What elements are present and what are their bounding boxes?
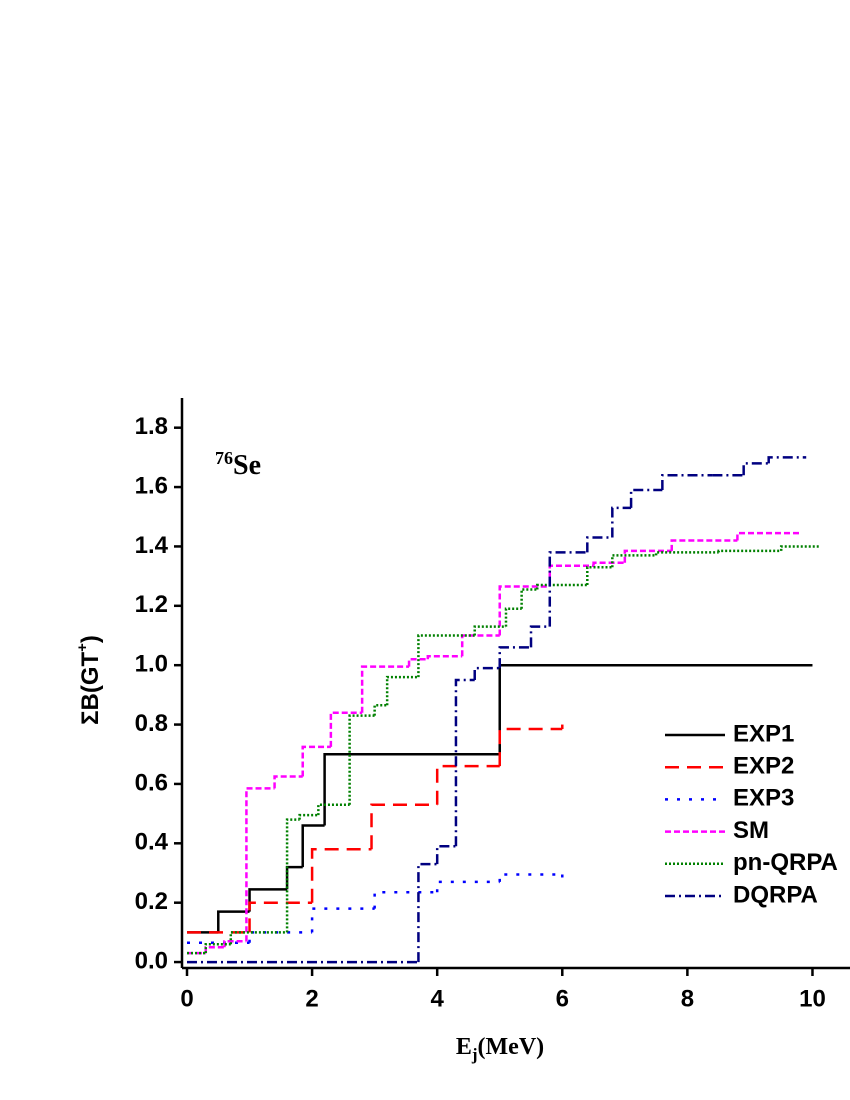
step-segment (611, 506, 632, 538)
x-tick-label: 0 (180, 985, 193, 1012)
step-segment (592, 561, 625, 566)
y-tick-label: 1.0 (135, 651, 168, 678)
step-segment (229, 931, 288, 945)
step-segment (670, 539, 738, 551)
step-segment (385, 675, 419, 706)
x-tick-label: 8 (681, 985, 694, 1012)
step-segment (435, 880, 500, 893)
step-segment (204, 943, 231, 954)
y-tick-label: 0.0 (135, 947, 168, 974)
step-segment (520, 588, 538, 609)
step-segment (736, 531, 800, 541)
step-segment (310, 907, 375, 933)
step-segment (473, 666, 500, 681)
y-tick-label: 1.2 (135, 591, 168, 618)
step-segment (310, 848, 372, 903)
step-segment (360, 665, 410, 713)
y-label-main: ΣB(GT (77, 652, 104, 725)
step-segment (498, 873, 563, 882)
step-segment (586, 536, 613, 553)
step-segment (661, 473, 713, 491)
step-segment (586, 565, 613, 586)
x-tick-label: 4 (431, 985, 445, 1012)
step-segment (248, 888, 288, 912)
step-segment (248, 931, 313, 943)
step-segment (417, 862, 438, 963)
x-tick-label: 10 (799, 985, 826, 1012)
step-segment (717, 549, 782, 553)
step-segment (654, 551, 719, 556)
step-segment (223, 940, 247, 948)
step-segment (245, 787, 275, 942)
step-segment (301, 745, 331, 777)
legend-label: EXP1 (733, 720, 794, 747)
step-segment (536, 583, 588, 590)
step-segment (498, 727, 563, 767)
step-segment (298, 813, 319, 820)
y-tick-label: 1.6 (135, 472, 168, 499)
step-segment (285, 818, 300, 933)
step-segment (767, 456, 807, 464)
legend-label: DQRPA (733, 881, 818, 908)
x-axis-label: Ej(MeV) (456, 1034, 544, 1064)
y-axis-label: ΣB(GT+) (74, 635, 104, 725)
x-label-end: (MeV) (478, 1034, 545, 1060)
step-segment (779, 545, 819, 551)
step-segment (623, 549, 672, 563)
y-tick-label: 0.4 (135, 829, 169, 856)
step-segment (273, 775, 303, 789)
y-tick-label: 0.8 (135, 710, 168, 737)
step-segment (285, 865, 303, 890)
y-tick-label: 1.4 (135, 532, 169, 559)
step-segment (460, 634, 500, 657)
legend-label: SM (733, 817, 769, 844)
step-segment (548, 551, 588, 627)
x-tick-label: 6 (556, 985, 569, 1012)
legend-label: EXP2 (733, 753, 794, 780)
step-segment (529, 625, 550, 648)
step-segment (498, 646, 532, 669)
x-label-sub: j (471, 1045, 478, 1064)
step-segment (329, 711, 363, 747)
step-segment (248, 901, 313, 933)
step-segment (217, 910, 250, 933)
annotation-element: Se (233, 450, 261, 481)
step-segment (370, 803, 438, 850)
step-segment (417, 634, 475, 678)
y-tick-label: 1.8 (135, 413, 168, 440)
y-tick-label: 0.2 (135, 888, 168, 915)
step-segment (407, 658, 428, 667)
y-tick-label: 0.6 (135, 769, 168, 796)
step-segment (498, 585, 550, 636)
y-label-sup: + (74, 643, 91, 652)
step-segment (504, 607, 522, 627)
step-segment (629, 488, 663, 508)
legend-label: pn-QRPA (733, 849, 838, 876)
x-tick-label: 2 (305, 985, 318, 1012)
step-segment (373, 704, 388, 716)
step-segment (454, 678, 475, 847)
step-segment (611, 554, 657, 568)
x-label-main: E (456, 1034, 472, 1060)
step-segment (435, 764, 500, 805)
step-segment (301, 824, 325, 868)
annotation-mass: 76 (215, 448, 233, 468)
step-segment (317, 803, 350, 816)
step-segment (204, 945, 225, 954)
y-label-end: ) (77, 635, 104, 643)
step-segment (435, 845, 456, 865)
step-segment (473, 625, 506, 636)
step-segment (426, 655, 463, 660)
step-segment (323, 753, 500, 826)
step-segment (373, 891, 438, 909)
step-segment (348, 714, 375, 805)
step-segment (742, 462, 769, 476)
legend-label: EXP3 (733, 785, 794, 812)
annotation: 76Se (215, 448, 261, 481)
